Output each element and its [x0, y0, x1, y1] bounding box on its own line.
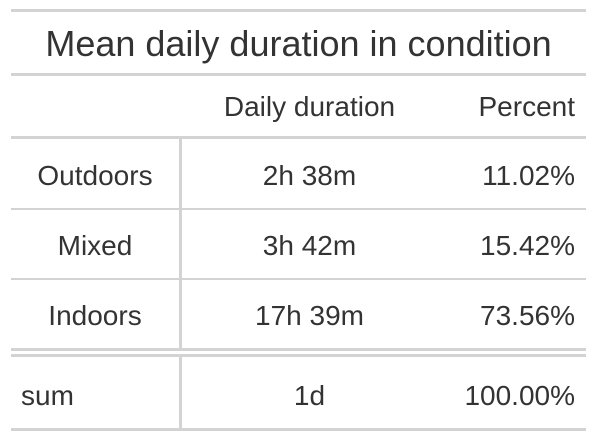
- summary-divider-bottom: [11, 354, 586, 357]
- row-label: Outdoors: [37, 160, 153, 191]
- top-border: [11, 9, 586, 12]
- bottom-border: [11, 428, 586, 431]
- stub-divider: [179, 139, 182, 351]
- summary-stub-divider: [179, 357, 182, 428]
- column-header-duration: Daily duration: [223, 91, 396, 122]
- summary-percent: 100.00%: [464, 380, 575, 411]
- summary-label: sum: [21, 380, 74, 411]
- row-label: Mixed: [57, 230, 133, 261]
- row-duration: 3h 42m: [262, 230, 357, 261]
- row-duration: 2h 38m: [262, 160, 357, 191]
- row-divider: [11, 208, 586, 210]
- summary-duration: 1d: [293, 380, 326, 411]
- row-divider: [11, 278, 586, 280]
- summary-table: Mean daily duration in condition Daily d…: [11, 9, 586, 433]
- row-percent: 11.02%: [482, 160, 575, 191]
- header-divider: [11, 136, 586, 139]
- table-title: Mean daily duration in condition: [45, 23, 552, 64]
- row-label: Indoors: [48, 300, 142, 331]
- title-divider: [11, 73, 586, 76]
- column-header-percent: Percent: [478, 91, 576, 122]
- row-percent: 73.56%: [480, 300, 575, 331]
- row-duration: 17h 39m: [255, 300, 364, 331]
- row-percent: 15.42%: [480, 230, 575, 261]
- summary-divider-top: [11, 348, 586, 351]
